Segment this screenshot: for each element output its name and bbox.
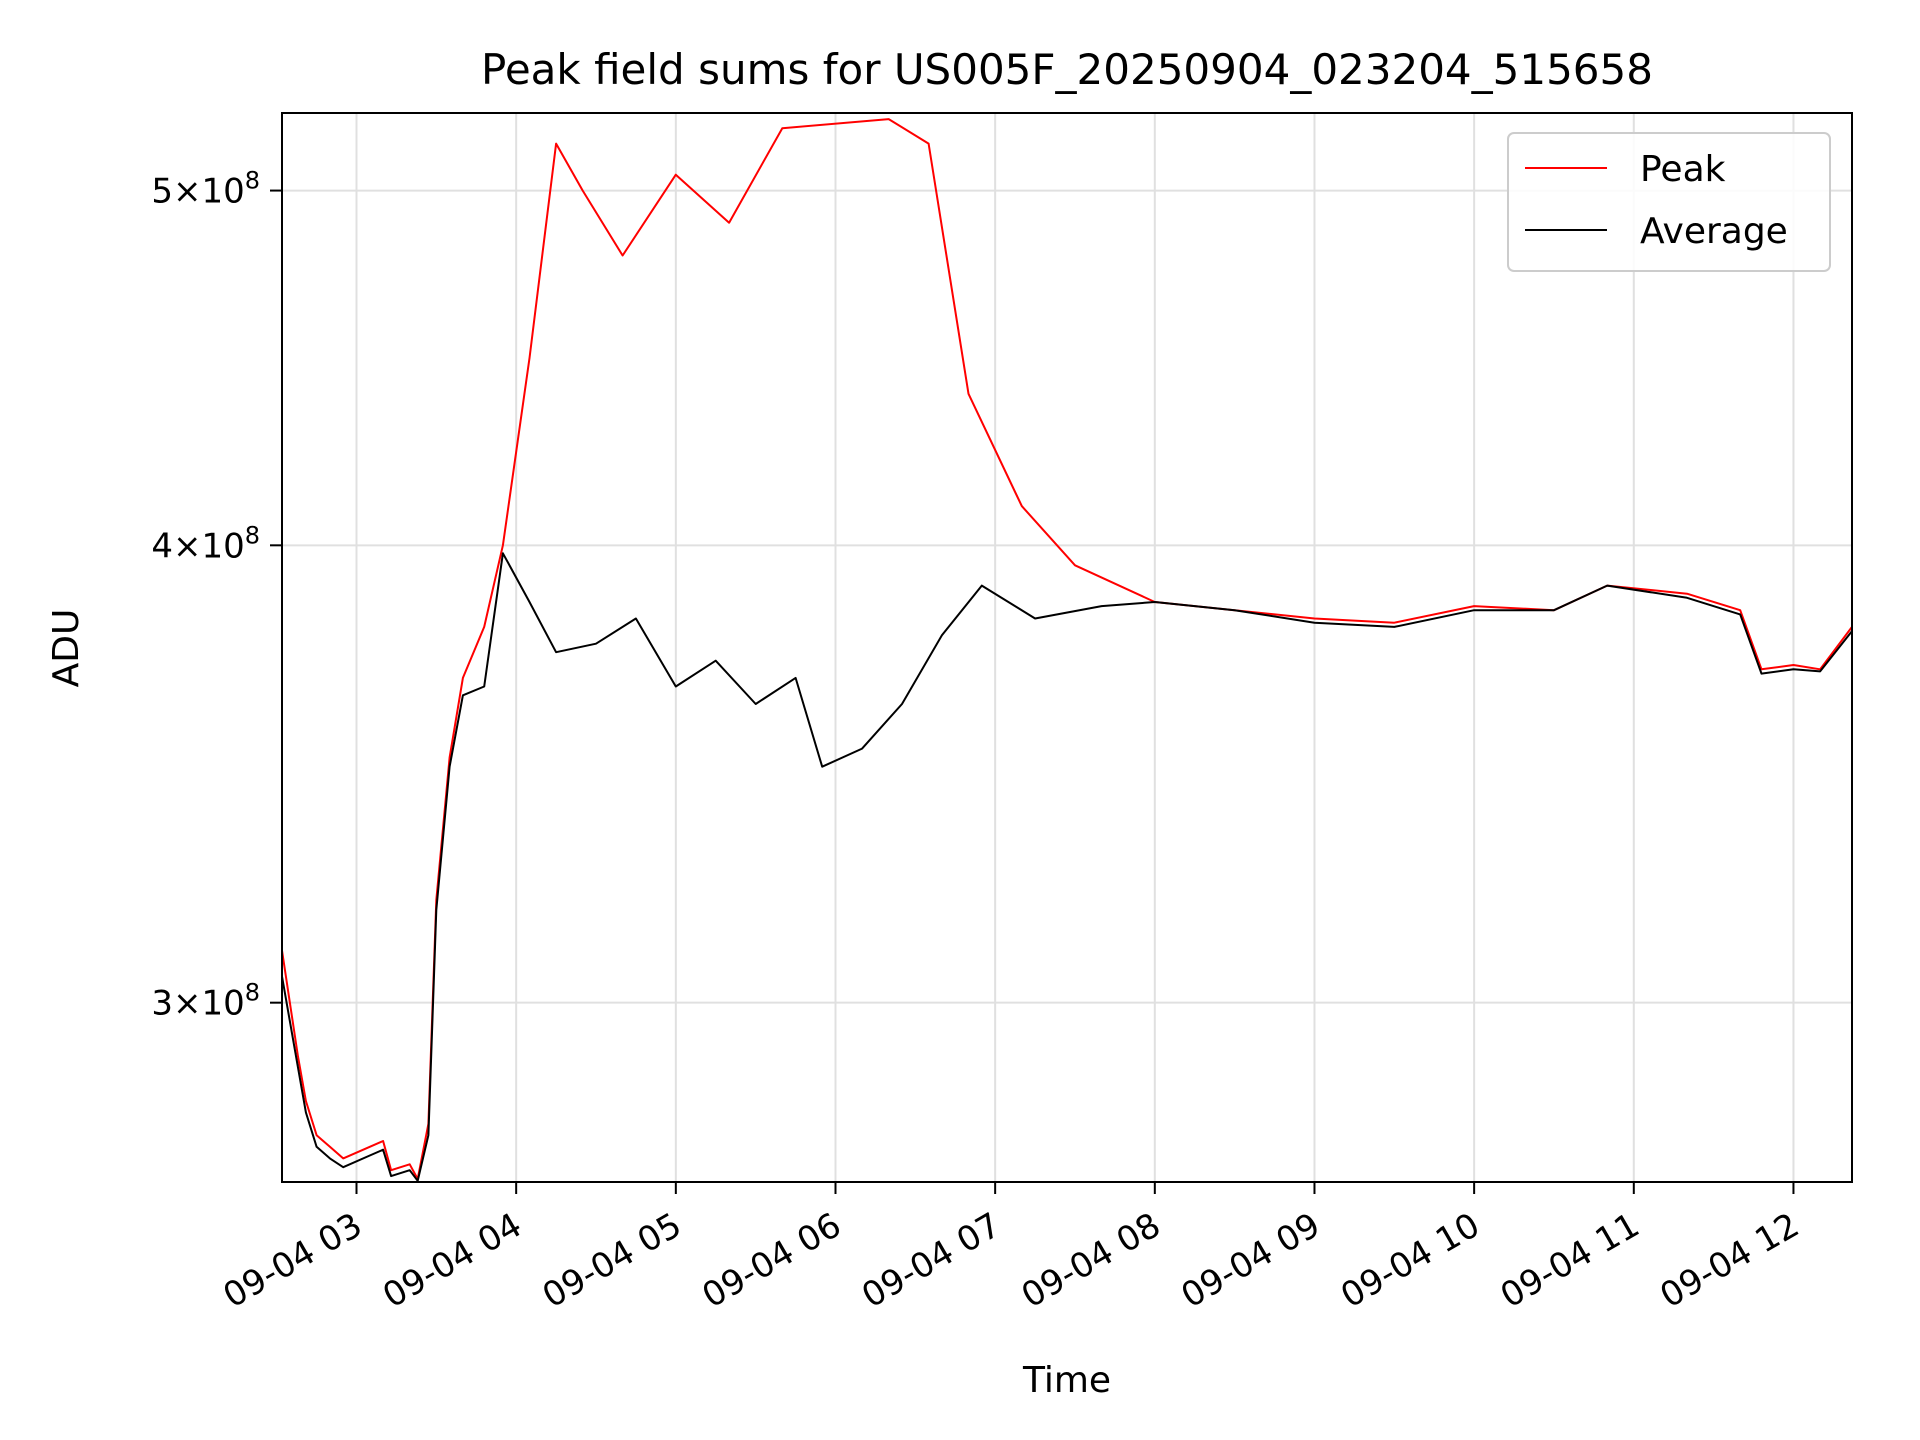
legend-label-peak: Peak	[1640, 149, 1726, 190]
y-axis: 3×108 4×108 5×108	[151, 167, 282, 1024]
y-tick-label: 4×108	[151, 521, 260, 566]
chart-title: Peak field sums for US005F_20250904_0232…	[481, 45, 1653, 94]
y-tick-label: 3×108	[151, 979, 260, 1024]
legend: Peak Average	[1507, 132, 1831, 272]
grid	[282, 113, 1852, 1182]
y-tick-label: 5×108	[151, 167, 260, 212]
plot-area	[282, 118, 1852, 1182]
y-axis-label: ADU	[46, 609, 87, 688]
legend-label-average: Average	[1640, 211, 1788, 252]
plot-frame	[281, 112, 1853, 1183]
x-axis-label: Time	[1022, 1360, 1111, 1401]
series-line-average	[282, 552, 1852, 1182]
